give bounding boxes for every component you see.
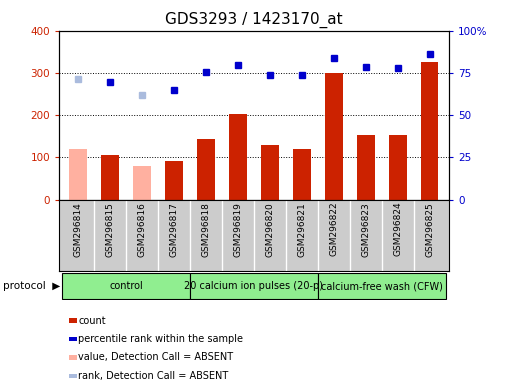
Bar <box>102 155 119 200</box>
Text: GSM296817: GSM296817 <box>169 202 179 257</box>
Text: count: count <box>78 316 106 326</box>
Bar <box>133 166 151 200</box>
Bar <box>261 145 279 200</box>
Text: GSM296815: GSM296815 <box>106 202 114 257</box>
Text: GSM296823: GSM296823 <box>361 202 370 257</box>
Bar <box>318 273 446 299</box>
Bar <box>62 273 190 299</box>
Bar <box>293 149 311 200</box>
Bar <box>190 273 318 299</box>
Text: GSM296816: GSM296816 <box>137 202 147 257</box>
Text: GSM296821: GSM296821 <box>298 202 306 257</box>
Text: GSM296825: GSM296825 <box>425 202 434 257</box>
Text: control: control <box>109 281 143 291</box>
Bar <box>325 73 343 200</box>
Text: GSM296820: GSM296820 <box>265 202 274 257</box>
Bar <box>165 161 183 200</box>
Text: GSM296814: GSM296814 <box>74 202 83 257</box>
Text: GSM296824: GSM296824 <box>393 202 402 257</box>
Bar <box>389 135 406 200</box>
Bar <box>421 62 439 200</box>
Bar <box>229 114 247 200</box>
Text: GSM296822: GSM296822 <box>329 202 339 257</box>
Text: protocol  ▶: protocol ▶ <box>3 281 60 291</box>
Text: GSM296818: GSM296818 <box>202 202 210 257</box>
Text: GSM296819: GSM296819 <box>233 202 243 257</box>
Title: GDS3293 / 1423170_at: GDS3293 / 1423170_at <box>165 12 343 28</box>
Text: value, Detection Call = ABSENT: value, Detection Call = ABSENT <box>78 353 233 362</box>
Bar <box>197 139 215 200</box>
Text: rank, Detection Call = ABSENT: rank, Detection Call = ABSENT <box>78 371 228 381</box>
Bar <box>357 135 374 200</box>
Text: calcium-free wash (CFW): calcium-free wash (CFW) <box>321 281 443 291</box>
Text: 20 calcium ion pulses (20-p): 20 calcium ion pulses (20-p) <box>185 281 323 291</box>
Text: percentile rank within the sample: percentile rank within the sample <box>78 334 243 344</box>
Bar <box>69 149 87 200</box>
